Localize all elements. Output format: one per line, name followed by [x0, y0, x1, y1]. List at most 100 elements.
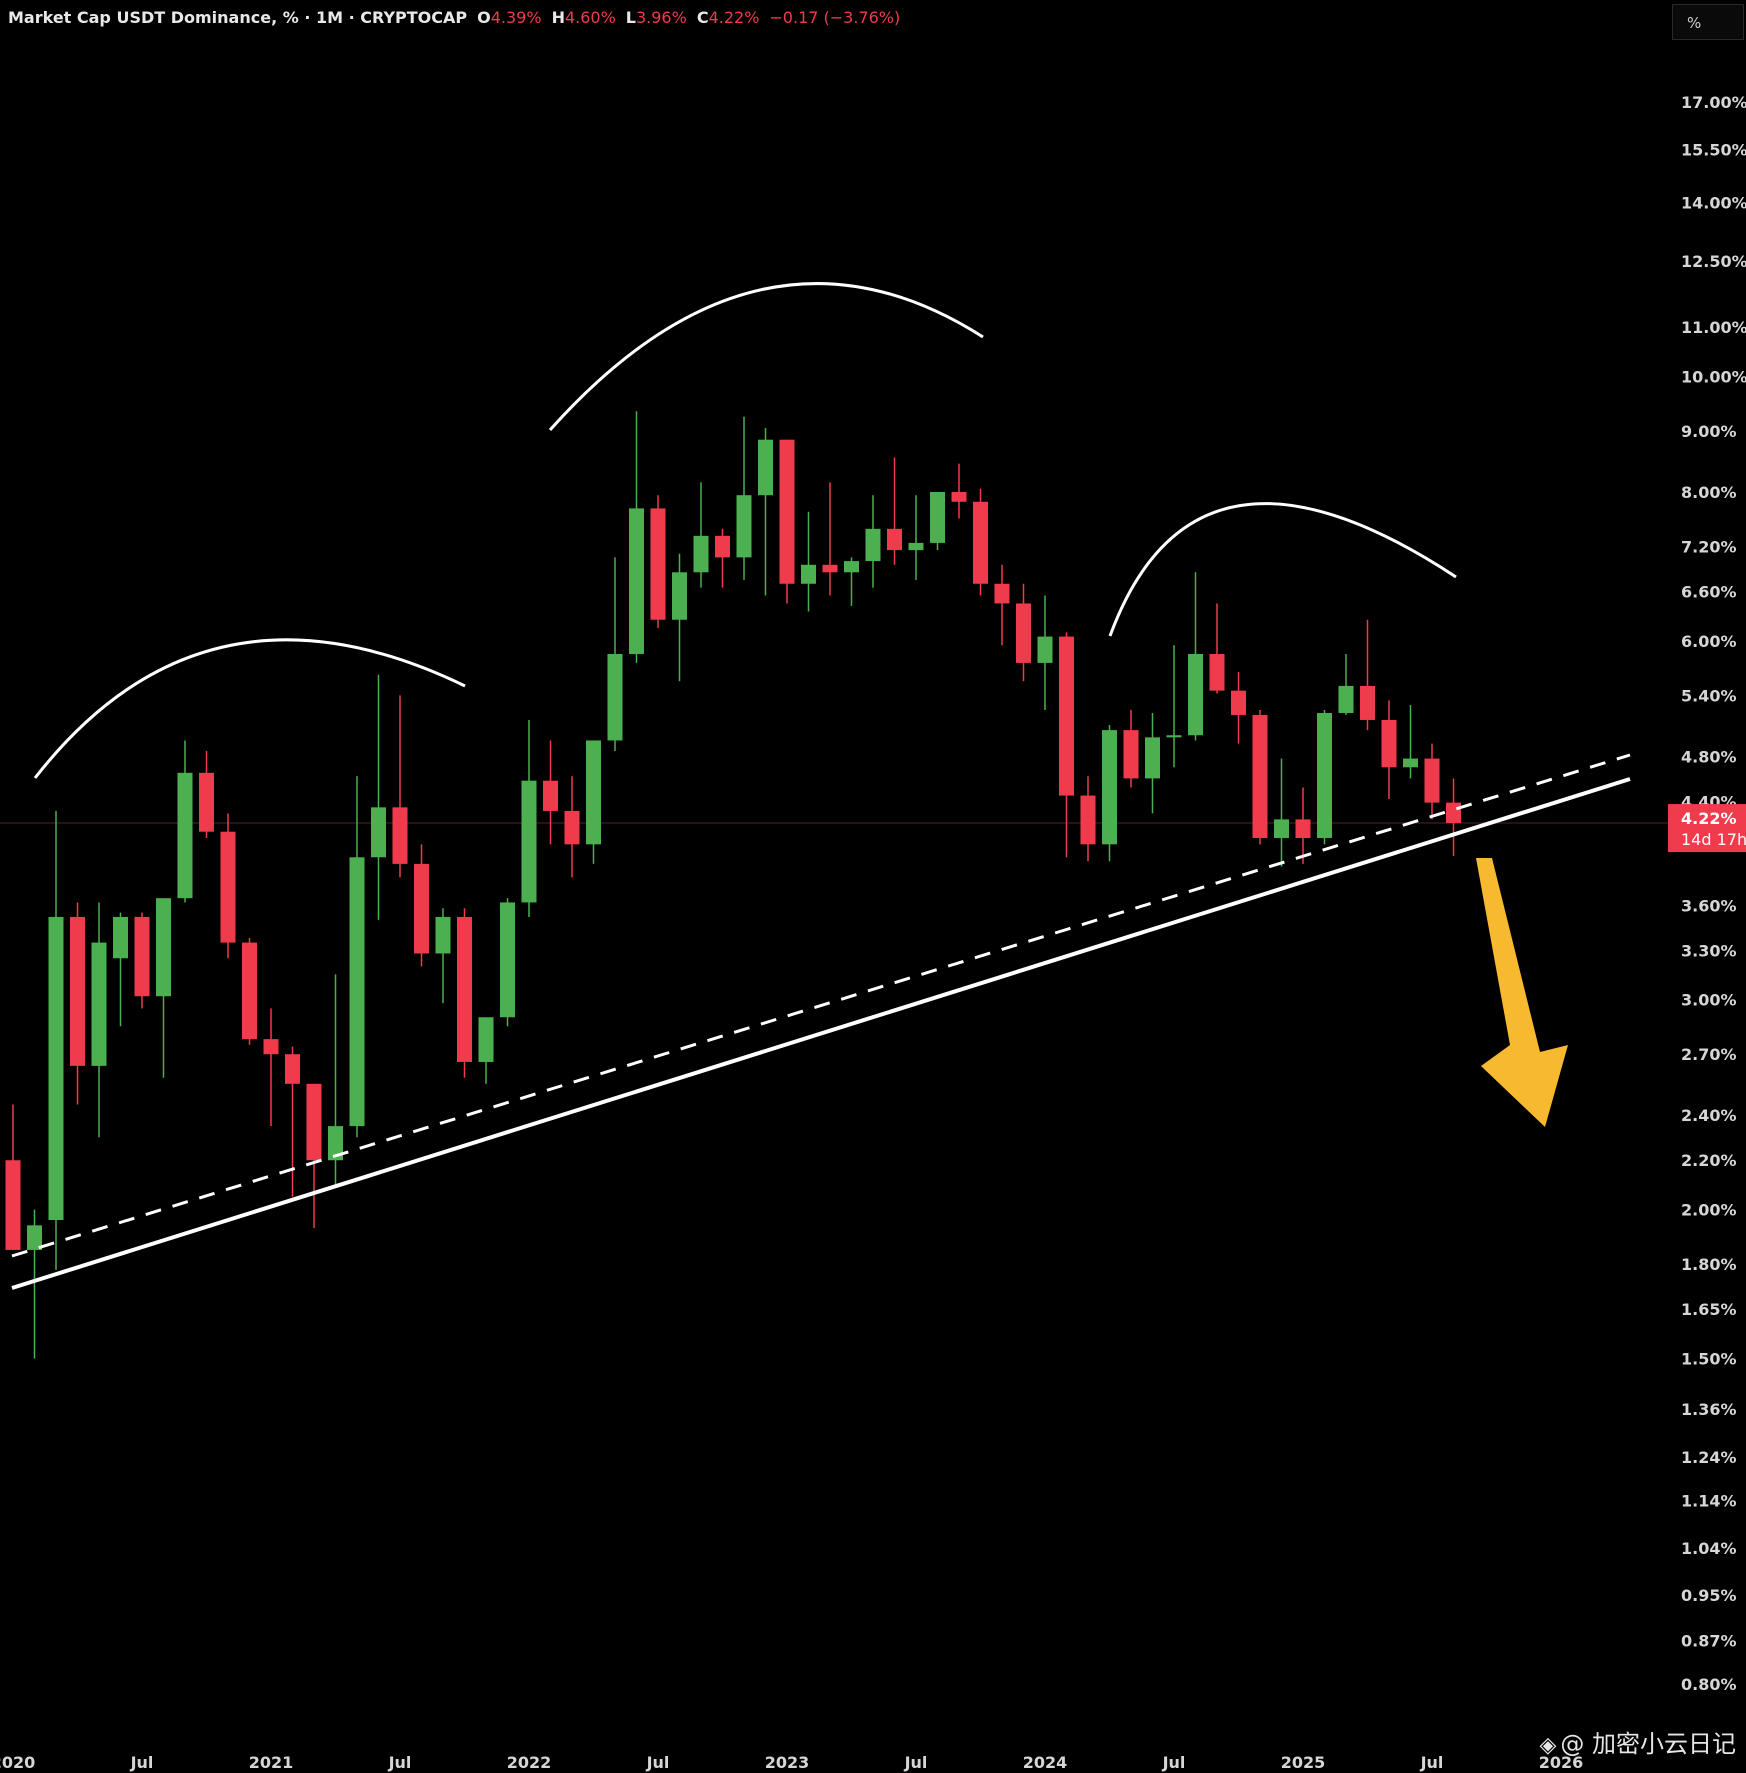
candle-body	[1424, 758, 1440, 803]
candle	[1123, 710, 1139, 788]
candle-body	[91, 942, 107, 1066]
candle	[521, 719, 537, 917]
candle-body	[1037, 636, 1053, 663]
candles-layer	[5, 411, 1461, 1359]
candle	[693, 482, 709, 588]
price-tick-label: 1.24%	[1681, 1448, 1737, 1467]
time-tick-label: 2023	[765, 1753, 810, 1772]
candle-body	[1403, 758, 1418, 768]
time-tick-label: 2021	[249, 1753, 294, 1772]
candle	[156, 898, 171, 1078]
candle	[1252, 710, 1268, 845]
price-tick-label: 15.50%	[1681, 141, 1746, 160]
candle-body	[242, 942, 257, 1040]
scale-unit-button[interactable]: %	[1672, 4, 1744, 40]
candle	[134, 912, 150, 1009]
candle-body	[521, 780, 537, 903]
candle	[1360, 619, 1375, 731]
price-tick-label: 11.00%	[1681, 318, 1746, 337]
shoulder-arc	[1108, 502, 1457, 637]
candle	[629, 411, 644, 663]
candle	[715, 528, 730, 588]
candle-body	[328, 1126, 343, 1161]
close-label: C	[696, 8, 709, 27]
candle-body	[1080, 795, 1096, 845]
candle-body	[736, 495, 752, 558]
watermark-logo-icon: ◈	[1539, 1733, 1557, 1758]
candle-body	[1145, 737, 1160, 779]
candle	[844, 557, 859, 606]
candle	[1059, 632, 1074, 858]
candle-body	[951, 491, 967, 502]
close-value: 4.22%	[708, 8, 760, 27]
support-trendline	[11, 777, 1631, 1290]
support-trendline-dashed	[11, 753, 1631, 1258]
price-tick-label: 6.00%	[1681, 632, 1737, 651]
time-tick-label: Jul	[388, 1753, 412, 1772]
candle-body	[134, 916, 150, 997]
low-value: 3.96%	[635, 8, 687, 27]
time-tick-label: 2020	[0, 1753, 35, 1772]
candle	[27, 1209, 42, 1359]
price-tick-label: 8.00%	[1681, 483, 1737, 502]
candle	[91, 902, 107, 1138]
candle	[543, 740, 558, 845]
candle	[306, 1083, 322, 1229]
candle	[414, 844, 429, 967]
candle-body	[758, 439, 773, 496]
candle-body	[27, 1225, 42, 1250]
open-label: O	[477, 8, 491, 27]
candle	[1145, 712, 1160, 814]
candle-body	[629, 508, 644, 654]
price-tick-label: 1.14%	[1681, 1492, 1737, 1511]
high-label: H	[551, 8, 565, 27]
candle-body	[349, 857, 365, 1127]
price-tick-label: 4.80%	[1681, 747, 1737, 766]
price-tick-label: 1.36%	[1681, 1400, 1737, 1419]
candle-body	[1274, 819, 1289, 838]
time-tick-label: Jul	[130, 1753, 154, 1772]
candle-body	[650, 508, 666, 620]
price-tick-label: 3.00%	[1681, 991, 1737, 1010]
candle	[1274, 758, 1289, 867]
candle-body	[1166, 735, 1182, 738]
candle-body	[1446, 802, 1461, 824]
candle	[779, 439, 795, 604]
candle	[887, 457, 902, 565]
candle-body	[1123, 730, 1139, 779]
candle	[48, 810, 64, 1270]
candle	[199, 751, 214, 838]
price-tick-label: 0.87%	[1681, 1631, 1737, 1650]
candle	[220, 813, 236, 959]
price-tick-label: 7.20%	[1681, 538, 1737, 557]
candle	[1102, 725, 1117, 862]
candle-body	[199, 772, 214, 832]
price-tick-label: 3.30%	[1681, 941, 1737, 960]
symbol-title[interactable]: Market Cap USDT Dominance, % · 1M · CRYP…	[8, 8, 468, 27]
candle-body	[1360, 685, 1375, 720]
candle	[865, 495, 881, 588]
price-tick-label: 12.50%	[1681, 252, 1746, 271]
candle	[263, 1008, 279, 1127]
time-tick-label: Jul	[1420, 1753, 1444, 1772]
candle	[242, 937, 257, 1045]
time-tick-label: Jul	[1162, 1753, 1186, 1772]
time-tick-label: 2026	[1539, 1753, 1584, 1772]
candle	[328, 974, 343, 1185]
candle-body	[715, 535, 730, 558]
candle-body	[435, 916, 451, 954]
candle	[1231, 671, 1246, 744]
candle-body	[1188, 653, 1203, 736]
price-tick-label: 1.04%	[1681, 1539, 1737, 1558]
candle	[758, 428, 773, 596]
candle	[736, 416, 752, 580]
candle-body	[822, 564, 838, 573]
candle	[1338, 653, 1354, 715]
time-tick-label: 2022	[507, 1753, 552, 1772]
candle	[973, 488, 988, 596]
candle-body	[285, 1054, 300, 1084]
candle-body	[263, 1039, 279, 1055]
candle-body	[801, 564, 816, 584]
candle	[5, 1104, 21, 1250]
